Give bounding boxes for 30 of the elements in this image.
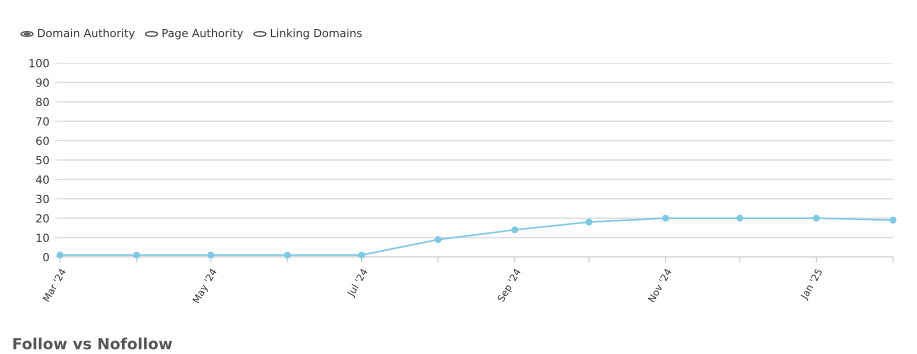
point	[890, 216, 896, 224]
point	[511, 226, 518, 234]
point	[207, 252, 214, 259]
y-tick-label: 50	[36, 156, 49, 164]
y-tick-label: 20	[36, 214, 49, 223]
point	[284, 252, 291, 259]
y-tick-label: 30	[36, 194, 49, 204]
point	[662, 214, 670, 222]
y-tick-label: 80	[36, 98, 49, 106]
x-tick-label: Jan '25	[800, 268, 824, 302]
y-tick-label: 70	[36, 117, 49, 126]
point	[585, 218, 592, 226]
text: Linking Domains	[270, 28, 362, 40]
text: Follow vs Nofollow	[13, 338, 172, 350]
point	[133, 252, 140, 259]
x-tick-label: Sep '24	[497, 268, 523, 304]
point	[434, 236, 442, 244]
point	[736, 214, 744, 222]
text: Page Authority	[162, 28, 244, 40]
y-tick-label: 0	[43, 252, 49, 262]
point	[56, 252, 64, 259]
y-tick-label: 60	[36, 136, 49, 145]
x-tick-label: Jul '24	[346, 268, 370, 298]
y-tick-label: 40	[36, 175, 49, 184]
y-tick-label: 10	[36, 234, 49, 242]
y-tick-label: 90	[36, 78, 49, 87]
y-tick-label: 100	[30, 58, 49, 68]
point	[358, 252, 366, 259]
text: Domain Authority	[38, 28, 135, 40]
point	[812, 214, 820, 222]
